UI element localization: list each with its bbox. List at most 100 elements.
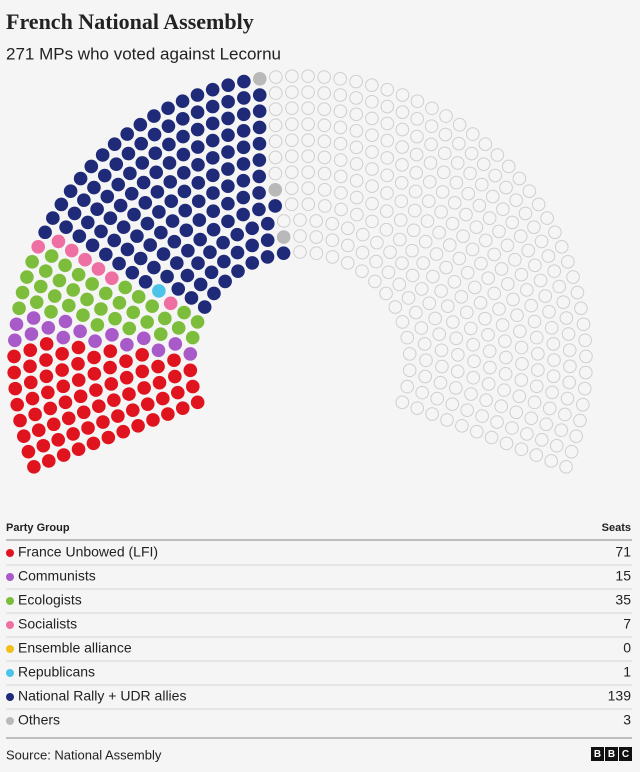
seat	[99, 247, 113, 262]
empty-seat	[454, 289, 469, 304]
seat	[51, 234, 66, 249]
seat	[197, 300, 212, 314]
seat	[178, 203, 193, 218]
seat-count: 3	[623, 712, 631, 728]
empty-seat	[422, 175, 437, 189]
seat	[131, 418, 145, 433]
empty-seat	[521, 243, 536, 258]
empty-seat	[438, 127, 453, 142]
empty-seat	[576, 397, 590, 412]
seat	[191, 158, 205, 172]
empty-seat	[424, 119, 439, 134]
empty-seat	[463, 166, 477, 181]
seat	[162, 137, 176, 152]
empty-seat	[570, 285, 585, 300]
seat	[206, 204, 221, 218]
seat	[123, 166, 137, 181]
empty-seat	[429, 247, 444, 261]
empty-seat	[528, 258, 542, 273]
seat	[133, 251, 148, 266]
empty-seat	[268, 118, 283, 133]
empty-seat	[365, 78, 379, 92]
seat	[66, 283, 80, 297]
seat	[124, 186, 139, 201]
empty-seat	[325, 216, 340, 231]
empty-seat	[479, 393, 493, 407]
empty-seat	[434, 284, 448, 298]
empty-seat	[549, 438, 564, 453]
empty-seat	[333, 104, 348, 119]
empty-seat	[533, 273, 548, 288]
empty-seat	[414, 282, 429, 296]
empty-seat	[515, 356, 529, 371]
legend-label: Communists	[18, 568, 96, 584]
seat	[161, 101, 175, 116]
seat	[140, 216, 155, 231]
seat	[276, 246, 291, 261]
empty-seat	[450, 364, 465, 379]
seat	[107, 233, 122, 248]
seat	[58, 395, 73, 410]
empty-seat	[379, 204, 394, 218]
seat	[260, 250, 275, 264]
seat	[205, 82, 220, 97]
seat	[41, 385, 55, 400]
empty-seat	[527, 314, 542, 329]
seat	[73, 171, 88, 186]
chart-title: French National Assembly	[6, 9, 254, 34]
seat	[221, 128, 235, 142]
empty-seat	[490, 148, 505, 162]
empty-seat	[395, 105, 410, 119]
legend-label: Ecologists	[18, 592, 82, 608]
empty-seat	[418, 369, 432, 384]
seat	[205, 99, 220, 114]
empty-seat	[510, 308, 524, 323]
seat	[185, 330, 200, 345]
empty-seat	[452, 251, 467, 266]
empty-seat	[539, 417, 554, 432]
seat	[72, 229, 87, 244]
empty-seat	[432, 225, 446, 240]
empty-seat	[566, 270, 580, 284]
empty-seat	[440, 413, 454, 427]
empty-seat	[417, 337, 432, 351]
seat	[190, 105, 205, 119]
empty-seat	[514, 373, 529, 387]
seat	[54, 197, 69, 212]
empty-seat	[393, 232, 407, 247]
seat	[90, 202, 104, 216]
empty-seat	[433, 375, 448, 390]
seat	[203, 245, 217, 259]
empty-seat	[442, 238, 457, 252]
seat	[160, 269, 174, 284]
seat	[137, 381, 151, 395]
seat	[87, 367, 102, 381]
seat	[76, 308, 90, 323]
seat	[230, 245, 245, 260]
seat	[91, 262, 106, 276]
seat	[192, 213, 207, 227]
seat	[76, 405, 91, 420]
empty-seat	[488, 168, 503, 183]
legend-label: National Rally + UDR allies	[18, 688, 186, 704]
seat	[89, 383, 103, 397]
seat	[116, 220, 131, 234]
seat	[193, 277, 208, 292]
seat	[183, 347, 198, 361]
seat	[64, 243, 79, 258]
seat	[107, 393, 121, 407]
empty-seat	[293, 213, 307, 227]
seat	[191, 256, 205, 271]
empty-seat	[268, 150, 283, 165]
empty-seat	[494, 262, 509, 276]
empty-seat	[466, 370, 481, 385]
empty-seat	[380, 82, 395, 97]
empty-seat	[529, 448, 544, 462]
seat	[236, 157, 251, 171]
seat	[177, 184, 192, 199]
empty-seat	[434, 343, 449, 358]
seat	[46, 417, 61, 432]
empty-seat	[325, 250, 340, 264]
svg-text:B: B	[594, 749, 601, 760]
empty-seat	[394, 194, 409, 209]
